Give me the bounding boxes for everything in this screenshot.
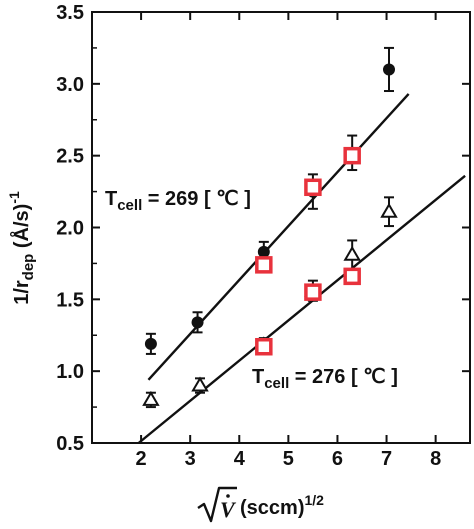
annotation-276: Tcell = 276 [ ℃ ]: [252, 366, 398, 392]
y-axis-label: 1/rdep (Å/s)-1: [6, 191, 37, 305]
open-triangle-point: [343, 245, 361, 261]
dot-accent-icon: [226, 494, 230, 498]
y-tick-label: 2.5: [56, 146, 84, 168]
y-axis-label-main: 1/r: [11, 280, 33, 305]
filled-circle-point: [383, 63, 395, 76]
x-tick-label: 6: [332, 448, 343, 470]
open-square-point: [343, 146, 361, 165]
plot-frame: [91, 11, 471, 444]
annotation-269-sub: cell: [117, 197, 142, 214]
flow-rate-symbol: V: [220, 497, 237, 522]
annotation-276-main: T: [252, 366, 264, 388]
x-axis-label-text: (sccm)1/2: [240, 492, 324, 519]
x-tick-labels: 2 3 4 5 6 7 8: [136, 448, 442, 470]
fit-line-1: [137, 174, 466, 444]
x-tick-label: 8: [430, 448, 441, 470]
y-axis-label-sub: dep: [20, 254, 37, 281]
y-tick-label: 3.5: [56, 2, 84, 24]
filled-circle-point: [144, 337, 157, 350]
x-axis-label: V (sccm)1/2: [197, 486, 324, 523]
y-tick-label: 3.0: [56, 74, 84, 96]
x-axis-label-sup: 1/2: [304, 492, 324, 508]
x-tick-label: 5: [283, 448, 294, 470]
y-axis-label-rest: (Å/s): [9, 204, 33, 254]
y-tick-label: 1.5: [56, 289, 84, 311]
annotation-269-rest: = 269 [ ℃ ]: [142, 188, 251, 210]
open-square-point: [343, 267, 361, 286]
filled-circle-point: [257, 245, 270, 258]
fit-lines: [137, 93, 466, 444]
y-tick-labels: 0.5 1.0 1.5 2.0 2.5 3.0 3.5: [56, 2, 84, 455]
open-square-point: [255, 256, 273, 274]
open-square-point: [304, 178, 322, 197]
y-tick-label: 0.5: [56, 433, 84, 455]
annotation-269: Tcell = 269 [ ℃ ]: [105, 188, 251, 214]
open-square-point: [255, 337, 273, 356]
open-triangle-point: [142, 390, 160, 406]
open-square-point: [304, 283, 322, 301]
x-tick-label: 3: [185, 448, 196, 470]
annotation-276-rest: = 276 [ ℃ ]: [289, 366, 398, 388]
x-tick-label: 2: [136, 448, 147, 470]
filled-circle-point: [191, 316, 204, 329]
open-triangle-point: [191, 376, 209, 392]
y-tick-label: 1.0: [56, 361, 84, 383]
data-points: [142, 46, 398, 409]
annotation-276-sub: cell: [264, 375, 289, 392]
y-axis-label-sup: -1: [6, 191, 22, 204]
y-tick-label: 2.0: [56, 218, 84, 240]
x-tick-label: 4: [234, 448, 246, 470]
x-axis-label-rest: (sccm): [240, 497, 304, 519]
annotation-269-main: T: [105, 188, 117, 210]
open-triangle-point: [380, 202, 398, 218]
x-tick-label: 7: [381, 448, 392, 470]
sqrt-symbol-icon: [197, 486, 237, 523]
fit-line-0: [147, 93, 410, 381]
